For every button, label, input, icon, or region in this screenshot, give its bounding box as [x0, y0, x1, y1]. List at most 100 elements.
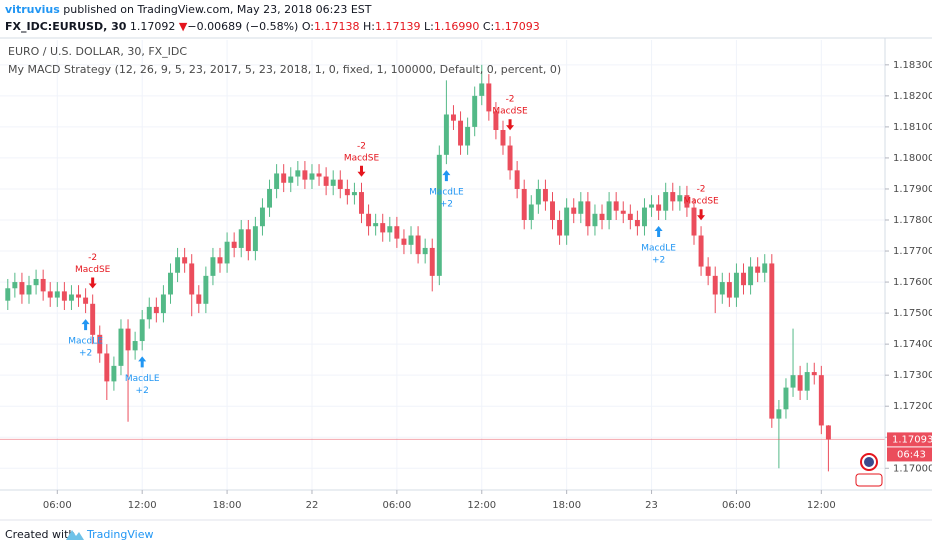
candle-body: [153, 306, 159, 314]
signal-label: MacdLE: [641, 244, 676, 254]
event-flags[interactable]: [855, 473, 883, 487]
candle-body: [465, 126, 471, 146]
candle-body: [68, 294, 74, 301]
candle-body: [705, 266, 711, 276]
y-tick-label: 1.17700: [893, 246, 932, 257]
candle-body: [259, 207, 265, 227]
y-tick-label: 1.18000: [893, 153, 932, 164]
last-price-label: 1.17093: [892, 434, 932, 445]
grid: [0, 40, 885, 490]
x-tick-label: 06:00: [382, 500, 411, 511]
candle-body: [309, 173, 315, 180]
chart-subtitle: My MACD Strategy (12, 26, 9, 5, 23, 2017…: [8, 63, 561, 76]
signal-qty: +2: [136, 386, 149, 396]
candle-body: [521, 188, 527, 220]
signal-label: MacdLE: [429, 188, 464, 198]
candle-body: [316, 173, 322, 177]
candle-body: [359, 192, 364, 214]
c-label: C:: [483, 20, 494, 33]
change: −0.00689 (−0.58%): [187, 20, 298, 33]
candle-body: [231, 241, 237, 248]
candle-body: [210, 257, 216, 276]
candle-body: [281, 173, 287, 183]
o: 1.17138: [314, 20, 360, 33]
signal-label: MacdSE: [492, 107, 528, 117]
x-tick-label: 22: [306, 500, 319, 511]
candle-body: [111, 365, 117, 382]
long-arrow: [442, 170, 451, 182]
candle-body: [500, 130, 506, 146]
candle-body: [698, 235, 704, 267]
candle-body: [366, 213, 372, 227]
candle-body: [415, 235, 421, 255]
candle-body: [97, 334, 103, 354]
candle-body: [691, 207, 697, 236]
candle-body: [295, 170, 301, 177]
candle-body: [634, 220, 640, 227]
candle-body: [238, 229, 244, 248]
candle-body: [507, 145, 513, 171]
footer-brand[interactable]: TradingView: [86, 528, 153, 541]
candle-body: [585, 201, 591, 227]
short-arrow: [506, 119, 515, 131]
candle-body: [670, 192, 676, 202]
candle-body: [712, 275, 718, 295]
x-tick-label: 12:00: [128, 500, 157, 511]
candle-body: [606, 201, 612, 220]
author[interactable]: vitruvius: [5, 3, 60, 16]
candle-body: [394, 226, 400, 239]
y-tick-label: 1.18300: [893, 60, 932, 71]
candle-body: [790, 375, 796, 388]
long-arrow: [654, 226, 663, 237]
candle-body: [571, 207, 577, 214]
legend-line: FX_IDC:EURUSD, 30 1.17092 ▼−0.00689 (−0.…: [5, 20, 540, 33]
candle-body: [139, 319, 145, 342]
candle-body: [12, 282, 18, 289]
candle-body: [175, 257, 181, 273]
y-tick-label: 1.17200: [893, 401, 932, 412]
candle-body: [811, 372, 817, 376]
event-badge-icon: [864, 457, 874, 467]
candle-body: [76, 294, 82, 298]
short-arrow: [88, 277, 97, 289]
candle-body: [429, 247, 435, 276]
candle-body: [783, 387, 789, 410]
candle-body: [479, 83, 485, 96]
candle-body: [61, 291, 67, 301]
candle-body: [818, 375, 824, 426]
long-arrow: [81, 319, 90, 331]
y-tick-label: 1.17900: [893, 184, 932, 195]
chart-title: EURO / U.S. DOLLAR, 30, FX_IDC: [8, 45, 187, 58]
candle-body: [797, 375, 803, 391]
candle-body: [274, 173, 280, 189]
candle-body: [776, 409, 782, 419]
candle-body: [443, 114, 449, 155]
candle-body: [40, 278, 46, 292]
candle-body: [748, 266, 754, 286]
y-tick-label: 1.17300: [893, 370, 932, 381]
candle-body: [47, 291, 53, 298]
candle-body: [493, 111, 499, 130]
h: 1.17139: [375, 20, 421, 33]
candle-body: [804, 372, 810, 391]
long-arrow: [138, 356, 147, 368]
candle-body: [19, 282, 25, 295]
candle-body: [302, 170, 308, 180]
candle-body: [344, 188, 350, 196]
x-tick-label: 12:00: [807, 500, 836, 511]
candle-body: [288, 176, 294, 183]
candle-body: [755, 266, 761, 273]
candle-body: [592, 213, 598, 227]
candle-body: [160, 294, 166, 314]
l: 1.16990: [434, 20, 480, 33]
y-tick-label: 1.18100: [893, 122, 932, 133]
candle-body: [528, 204, 534, 220]
candle-body: [663, 192, 669, 211]
x-tick-label: 18:00: [213, 500, 242, 511]
x-tick-label: 18:00: [552, 500, 581, 511]
candle-body: [557, 220, 563, 236]
candle-body: [182, 257, 188, 264]
